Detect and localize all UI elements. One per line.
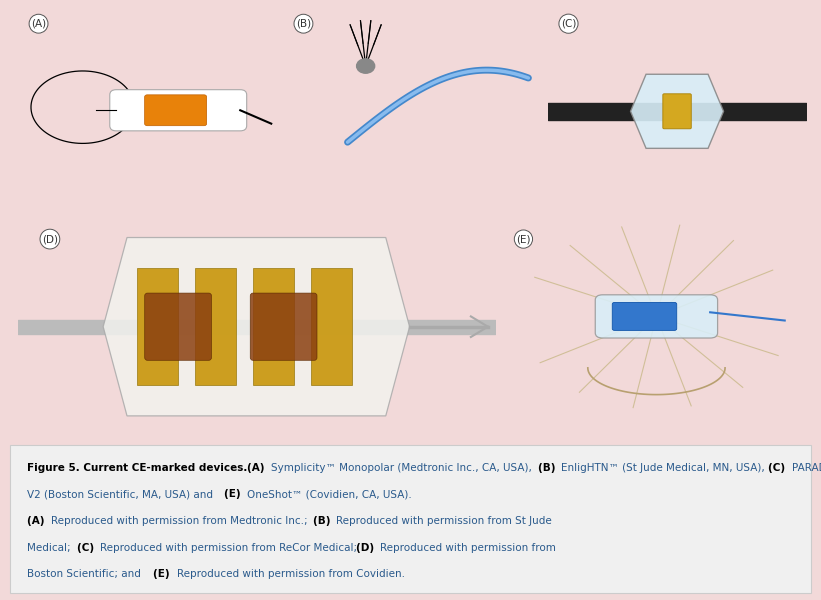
Text: Medical;: Medical; xyxy=(27,542,75,553)
Text: PARADISE® (ReCor Medical, CA, USA),: PARADISE® (ReCor Medical, CA, USA), xyxy=(792,463,821,473)
FancyBboxPatch shape xyxy=(663,94,691,129)
FancyBboxPatch shape xyxy=(144,95,207,126)
FancyBboxPatch shape xyxy=(253,268,294,385)
Text: Reproduced with permission from ReCor Medical;: Reproduced with permission from ReCor Me… xyxy=(100,542,360,553)
FancyBboxPatch shape xyxy=(137,268,178,385)
FancyBboxPatch shape xyxy=(10,445,811,593)
Text: (D): (D) xyxy=(42,234,58,244)
Text: (B): (B) xyxy=(538,463,559,473)
FancyBboxPatch shape xyxy=(311,268,351,385)
Text: Reproduced with permission from Covidien.: Reproduced with permission from Covidien… xyxy=(177,569,405,579)
Polygon shape xyxy=(103,238,410,416)
FancyBboxPatch shape xyxy=(195,268,236,385)
FancyBboxPatch shape xyxy=(250,293,317,361)
Text: Boston Scientific; and: Boston Scientific; and xyxy=(27,569,144,579)
Text: Reproduced with permission from St Jude: Reproduced with permission from St Jude xyxy=(337,516,553,526)
FancyBboxPatch shape xyxy=(612,302,677,331)
Text: Reproduced with permission from Medtronic Inc.;: Reproduced with permission from Medtroni… xyxy=(51,516,311,526)
Text: EnligHTN™ (St Jude Medical, MN, USA),: EnligHTN™ (St Jude Medical, MN, USA), xyxy=(562,463,768,473)
Text: Figure 5. Current CE-marked devices.: Figure 5. Current CE-marked devices. xyxy=(27,463,251,473)
Text: Reproduced with permission from: Reproduced with permission from xyxy=(380,542,556,553)
Text: (E): (E) xyxy=(516,234,530,244)
Text: (E): (E) xyxy=(153,569,173,579)
Polygon shape xyxy=(631,74,723,148)
Text: (D): (D) xyxy=(356,542,378,553)
Text: (A): (A) xyxy=(31,19,46,29)
Text: (A): (A) xyxy=(247,463,268,473)
Text: (C): (C) xyxy=(76,542,97,553)
Circle shape xyxy=(356,59,374,73)
Text: (B): (B) xyxy=(313,516,334,526)
FancyBboxPatch shape xyxy=(595,295,718,338)
Text: (C): (C) xyxy=(561,19,576,29)
Text: Symplicity™ Monopolar (Medtronic Inc., CA, USA),: Symplicity™ Monopolar (Medtronic Inc., C… xyxy=(271,463,534,473)
Text: (E): (E) xyxy=(223,490,244,499)
FancyBboxPatch shape xyxy=(144,293,212,361)
FancyBboxPatch shape xyxy=(110,89,246,131)
Text: (B): (B) xyxy=(296,19,311,29)
Text: (C): (C) xyxy=(768,463,789,473)
Text: V2 (Boston Scientific, MA, USA) and: V2 (Boston Scientific, MA, USA) and xyxy=(27,490,217,499)
Text: OneShot™ (Covidien, CA, USA).: OneShot™ (Covidien, CA, USA). xyxy=(247,490,412,499)
Text: (A): (A) xyxy=(27,516,48,526)
